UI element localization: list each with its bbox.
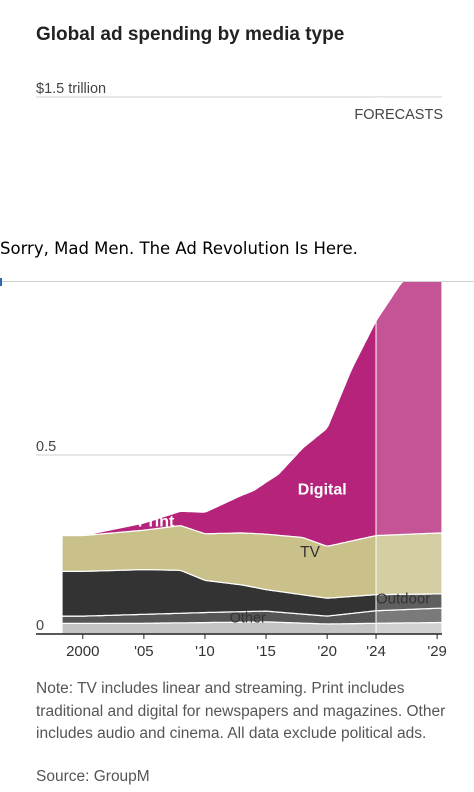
series-label-other: Other bbox=[230, 611, 266, 627]
x-axis-ticks: 2000 '05 '10 '15 '20 '24 '29 bbox=[66, 634, 447, 660]
chart-source: Source: GroupM bbox=[36, 768, 150, 785]
y-tick-label-0: 0 bbox=[36, 618, 44, 634]
x-tick-label-1: '05 bbox=[134, 643, 154, 660]
forecast-label: FORECASTS bbox=[354, 107, 443, 123]
x-tick-label-6: '29 bbox=[427, 643, 447, 660]
area-series bbox=[61, 246, 443, 635]
series-label-print: Print bbox=[138, 514, 175, 531]
x-tick-label-2: '10 bbox=[195, 643, 215, 660]
x-tick-label-4: '20 bbox=[317, 643, 337, 660]
y-tick-label-1.5: $1.5 trillion bbox=[36, 81, 106, 97]
area-digital bbox=[62, 246, 443, 547]
forecast-overlay bbox=[376, 97, 442, 634]
series-labels: Print Digital TV Other Outdoor bbox=[138, 481, 430, 626]
chart-note: Note: TV includes linear and streaming. … bbox=[36, 680, 446, 742]
headline-divider bbox=[0, 281, 474, 282]
headline-marker bbox=[0, 278, 2, 286]
x-tick-label-3: '15 bbox=[256, 643, 276, 660]
chart-title: Global ad spending by media type bbox=[36, 24, 345, 45]
stacked-area-chart: 2000 '05 '10 '15 '20 '24 '29 $1.5 trillion 0.5… bbox=[36, 81, 447, 660]
x-tick-label-0: 2000 bbox=[66, 643, 99, 660]
series-label-digital: Digital bbox=[298, 481, 347, 498]
series-label-tv: TV bbox=[300, 544, 320, 561]
series-label-outdoor: Outdoor bbox=[376, 591, 430, 608]
y-tick-label-0.5: 0.5 bbox=[36, 439, 56, 455]
x-tick-label-5: '24 bbox=[366, 643, 386, 660]
headline-overlay: Sorry, Mad Men. The Ad Revolution Is Her… bbox=[0, 236, 474, 286]
headline-text: Sorry, Mad Men. The Ad Revolution Is Her… bbox=[0, 239, 358, 258]
